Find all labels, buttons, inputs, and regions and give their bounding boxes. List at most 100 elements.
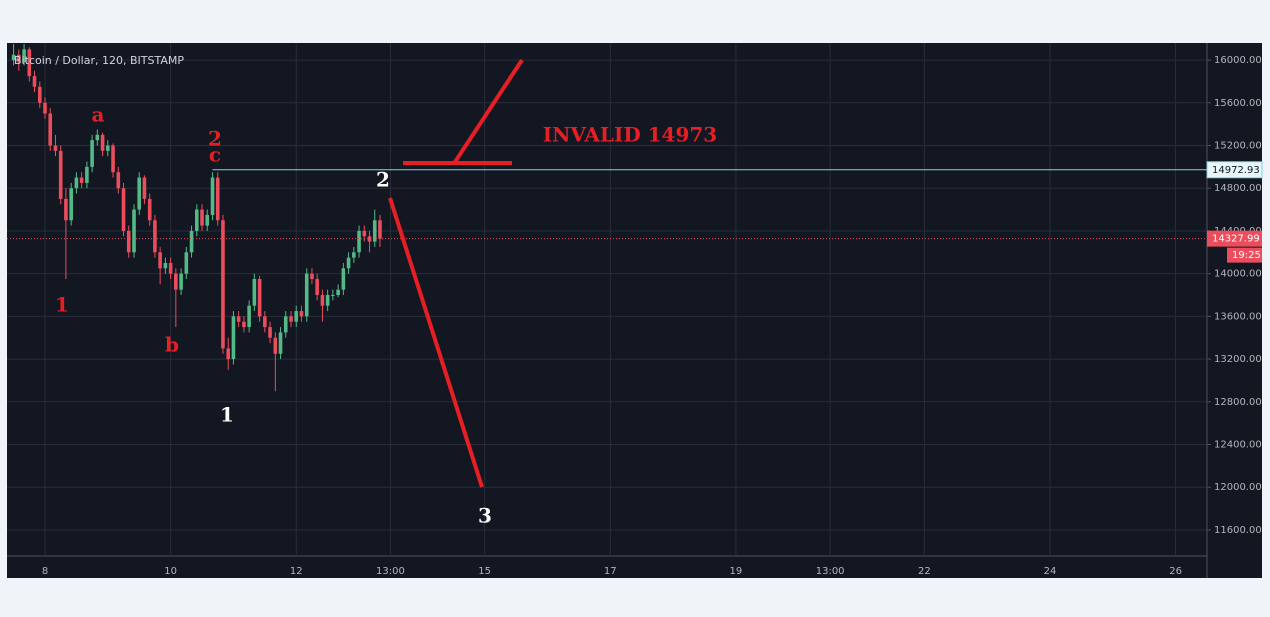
drawn-line: [388, 197, 484, 488]
x-tick-label: 24: [1044, 566, 1057, 577]
candle-body: [121, 188, 126, 231]
candle-body: [43, 102, 47, 114]
candle-body: [79, 177, 84, 183]
candle-body: [48, 113, 53, 146]
candle-body: [367, 236, 372, 242]
candle-body: [106, 145, 110, 151]
candle-body: [111, 145, 115, 173]
candle-body: [231, 316, 236, 360]
y-tick-label: 13200.00: [1214, 354, 1262, 365]
annotation: b: [165, 333, 179, 357]
chart-background: [7, 43, 1262, 578]
x-tick-label: 12: [290, 566, 303, 577]
x-tick-label: 13:00: [816, 566, 845, 577]
annotation: 2: [208, 127, 222, 151]
candle-body: [37, 86, 42, 103]
candle-body: [53, 145, 58, 151]
candle-body: [299, 311, 304, 317]
candle-body: [174, 273, 178, 290]
candle-body: [346, 257, 351, 269]
candle-body: [352, 252, 356, 258]
x-tick-label: 10: [164, 566, 177, 577]
y-tick-label: 14000.00: [1214, 269, 1262, 280]
candle-body: [362, 230, 367, 237]
candle-body: [22, 49, 26, 63]
candle-body: [289, 316, 293, 322]
candle-body: [137, 177, 142, 210]
x-tick-label: 22: [918, 566, 931, 577]
annotation: c: [209, 143, 221, 167]
annotation: 2: [376, 168, 390, 192]
candle-body: [27, 49, 32, 77]
candle-body: [17, 54, 21, 63]
candle-body: [32, 76, 37, 87]
y-tick-label: 16000.00: [1214, 55, 1262, 66]
x-tick-label: 13:00: [376, 566, 405, 577]
candle-body: [247, 305, 251, 328]
candle-body: [85, 166, 89, 183]
annotation: a: [92, 103, 105, 127]
overlay: 1 a b 2 c 1 2 3 INVALID 14973: [55, 58, 717, 528]
price-tag-label: 14972.93: [1212, 165, 1260, 176]
candle-body: [268, 327, 272, 338]
chart-title: Bitcoin / Dollar, 120, BITSTAMP: [14, 54, 184, 67]
candle-body: [210, 177, 215, 215]
annotation: 3: [478, 504, 492, 528]
candle-body: [163, 262, 168, 269]
axes: 11600.00 12000.00 12400.00 12800.00 13200.00…: [42, 55, 1263, 577]
annotation: 1: [220, 403, 234, 427]
candle-body: [158, 252, 162, 269]
candle-body: [132, 209, 136, 253]
drawn-line: [453, 58, 524, 164]
candle-body: [331, 295, 335, 297]
candle-body: [320, 295, 325, 306]
y-tick-label: 12000.00: [1214, 482, 1262, 493]
candle-body: [283, 316, 288, 333]
y-tick-label: 15600.00: [1214, 98, 1262, 109]
price-tag-label: 14327.99: [1212, 234, 1260, 245]
candle-body: [153, 220, 157, 253]
candle-body: [64, 198, 68, 221]
candle-body: [100, 134, 105, 151]
candle-body: [294, 311, 299, 322]
annotation: INVALID 14973: [543, 123, 717, 147]
candle-body: [372, 220, 377, 242]
candle-body: [357, 230, 361, 253]
candle-body: [179, 273, 183, 290]
candle-body: [90, 140, 94, 167]
candle-body: [304, 273, 309, 317]
candle-body: [341, 268, 346, 290]
candle-body: [95, 134, 100, 141]
candle-body: [252, 278, 257, 306]
candle-body: [257, 278, 262, 317]
candle-body: [263, 316, 267, 328]
candle-body: [74, 177, 79, 189]
candle-body: [226, 348, 231, 360]
candle-body: [184, 252, 189, 274]
annotation: 1: [55, 293, 69, 317]
y-tick-label: 12400.00: [1214, 440, 1262, 451]
y-tick-label: 13600.00: [1214, 311, 1262, 322]
x-tick-label: 15: [478, 566, 491, 577]
candle-body: [189, 230, 194, 253]
candle-body: [378, 220, 382, 239]
x-tick-label: 17: [604, 566, 617, 577]
candle-body: [242, 321, 246, 328]
candle-body: [236, 316, 241, 322]
candle-body: [200, 209, 204, 226]
y-tick-label: 11600.00: [1214, 525, 1262, 536]
x-tick-label: 26: [1169, 566, 1182, 577]
candle-body: [221, 220, 225, 349]
candles: [7, 44, 1207, 392]
y-tick-label: 15200.00: [1214, 141, 1262, 152]
candle-body: [336, 289, 340, 296]
candle-body: [142, 177, 147, 199]
x-tick-label: 8: [42, 566, 48, 577]
candle-body: [58, 150, 63, 199]
candle-body: [195, 209, 199, 231]
price-tag: [1207, 230, 1262, 247]
candle-body: [147, 198, 152, 221]
candle-body: [278, 332, 283, 354]
